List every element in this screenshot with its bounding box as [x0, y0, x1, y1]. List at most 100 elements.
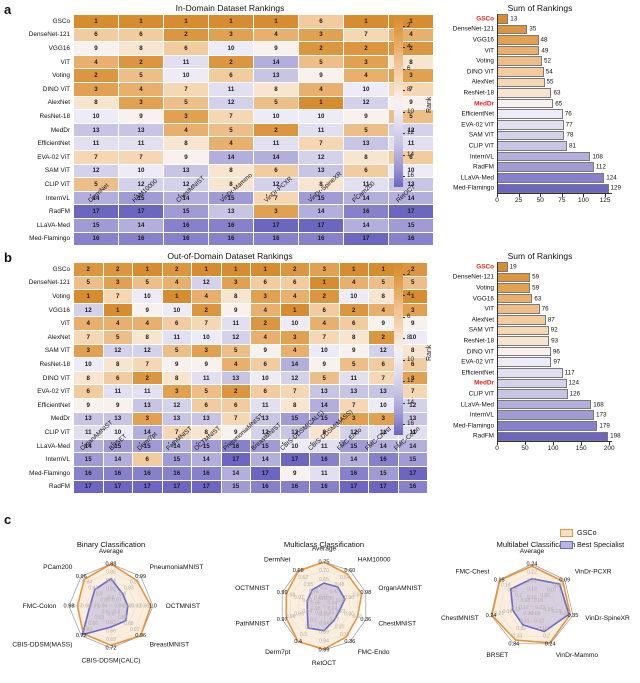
heatmap-cell: 12 [133, 344, 162, 358]
heatmap-cell: 3 [251, 290, 280, 303]
heatmap-row-label: ViT [60, 58, 70, 66]
radar-ring-label: 0.14 [501, 582, 511, 588]
radar-ring-label: 0.86 [106, 570, 116, 576]
radar-ring-label: 0.66 [88, 621, 98, 627]
heatmap-cell: 4 [74, 317, 103, 330]
bar-rect [497, 399, 592, 410]
heatmap-cell: 10 [192, 330, 221, 344]
heatmap-cell: 1 [74, 290, 103, 303]
x-tick-mark [266, 194, 267, 196]
colorbar-tick-line [403, 338, 405, 340]
heatmap-cell: 7 [369, 371, 398, 385]
bar-value-label: 92 [550, 326, 558, 334]
heatmap-row-label: RadFM [49, 208, 70, 216]
heatmap-cell: 13 [344, 137, 388, 150]
heatmap-cell: 17 [251, 466, 280, 480]
bar-row: DINO ViT 54 [467, 67, 612, 77]
heatmap-cell: 8 [74, 371, 103, 385]
heatmap-row: Med-Flamingo 16 16 16 16 16 16 17 16 [1, 232, 433, 246]
radar-ring-label: 0.30 [523, 611, 533, 617]
radar-ring-label: 0.69 [82, 627, 92, 633]
heatmap-cell: 8 [133, 330, 162, 344]
heatmap-cell: 14 [254, 150, 298, 164]
radar-axis-label: Average [520, 548, 545, 555]
heatmap-cell: 16 [221, 439, 250, 453]
heatmap-cell: 13 [398, 412, 427, 426]
heatmap-cell: 14 [103, 453, 132, 466]
heatmap-cell: 3 [133, 412, 162, 426]
heatmap-cell: 16 [344, 205, 388, 218]
bar-rect [497, 183, 609, 194]
bar-row: VGG16 63 [473, 293, 612, 304]
heatmap-row-label: DenseNet-121 [28, 279, 70, 287]
heatmap-cell: 7 [221, 412, 250, 426]
heatmap-cell: 11 [119, 137, 163, 150]
heatmap-row-label: InternVL [45, 194, 70, 202]
heatmap-cell: 1 [103, 303, 132, 317]
heatmap-cell: 11 [310, 439, 339, 453]
bar-rect [497, 283, 531, 293]
bar-rect [497, 325, 549, 336]
bar-row: EfficientNet 117 [461, 368, 612, 378]
heatmap-cell: 17 [398, 466, 427, 480]
bar-row: EVA-02 ViT 77 [461, 120, 612, 130]
bar-rect [497, 24, 528, 35]
heatmap-cell: 5 [209, 123, 253, 137]
colorbar-tick-line [403, 295, 405, 297]
bar-rect [497, 431, 609, 442]
heatmap-cell: 4 [103, 317, 132, 330]
radar-ring-label: 0.27 [336, 609, 346, 615]
bar-rect [497, 378, 567, 389]
heatmap-row-label: EfficientNet [37, 140, 70, 148]
heatmap-cell: 6 [74, 385, 103, 398]
radar-axis-label: VinDr-PCXR [575, 569, 612, 576]
heatmap-cell: 5 [192, 385, 221, 398]
heatmap-cell: 10 [280, 439, 309, 453]
colorbar-tick-label: 12 [407, 377, 415, 385]
heatmap-cell: 3 [209, 28, 253, 42]
bar-value-label: 124 [606, 174, 617, 182]
bar-rect [497, 410, 595, 420]
radar-axis-max-label: 0.96 [76, 574, 87, 580]
bar-x-tick-line [583, 194, 585, 197]
bar-rect [497, 173, 605, 183]
heatmap-cell: 6 [103, 371, 132, 385]
radar-axis-max-label: 1.0 [149, 603, 157, 609]
panel-b-bar-title: Sum of Rankings [507, 251, 573, 261]
heatmap-cell: 2 [74, 263, 103, 276]
colorbar-tick-label: 12 [407, 129, 415, 137]
heatmap-cell: 14 [339, 453, 368, 466]
radar-ring-label: 0.92 [88, 586, 98, 592]
x-tick-mark [222, 194, 223, 196]
heatmap-row-label: DenseNet-121 [28, 31, 70, 39]
radar-ring-label: 0.87 [112, 597, 122, 603]
heatmap-cell: 2 [162, 263, 191, 276]
radar-ring-label: 0.18 [527, 587, 537, 593]
heatmap-row-label: DINO ViT [42, 374, 70, 382]
bar-category-label: LLaVA-Med [460, 174, 494, 182]
heatmap-cell: 9 [369, 317, 398, 330]
bar-value-label: 19 [509, 263, 517, 271]
radar-ring-label: 0.93 [311, 606, 321, 612]
heatmap-cell: 10 [74, 358, 103, 371]
heatmap-cell: 9 [251, 344, 280, 358]
colorbar-title: Rank [426, 96, 433, 113]
heatmap-cell: 17 [389, 205, 433, 218]
radar-ring-label: 0.27 [329, 618, 339, 624]
bar-row: ResNet-18 63 [463, 88, 612, 98]
heatmap-cell: 7 [74, 150, 118, 164]
panel-a-bar-title: Sum of Rankings [507, 3, 573, 13]
bar-rect [497, 14, 509, 24]
radar-ring-label: 0.18 [503, 609, 513, 615]
bar-row: Voting 59 [476, 283, 612, 293]
heatmap-row-label: Voting [52, 292, 70, 300]
bar-row: DINO ViT 96 [467, 346, 612, 357]
heatmap-cell: 7 [280, 385, 309, 398]
heatmap-cell: 10 [74, 110, 118, 123]
radar-ring-label: 0.95 [311, 601, 321, 607]
radar-ring-label: 0.48 [309, 589, 319, 595]
bar-rect [497, 368, 563, 378]
radar-ring-label: 0.9 [96, 591, 103, 597]
panel-a-heatmap-title: In-Domain Dataset Rankings [175, 3, 285, 13]
heatmap-cell: 6 [369, 358, 398, 371]
